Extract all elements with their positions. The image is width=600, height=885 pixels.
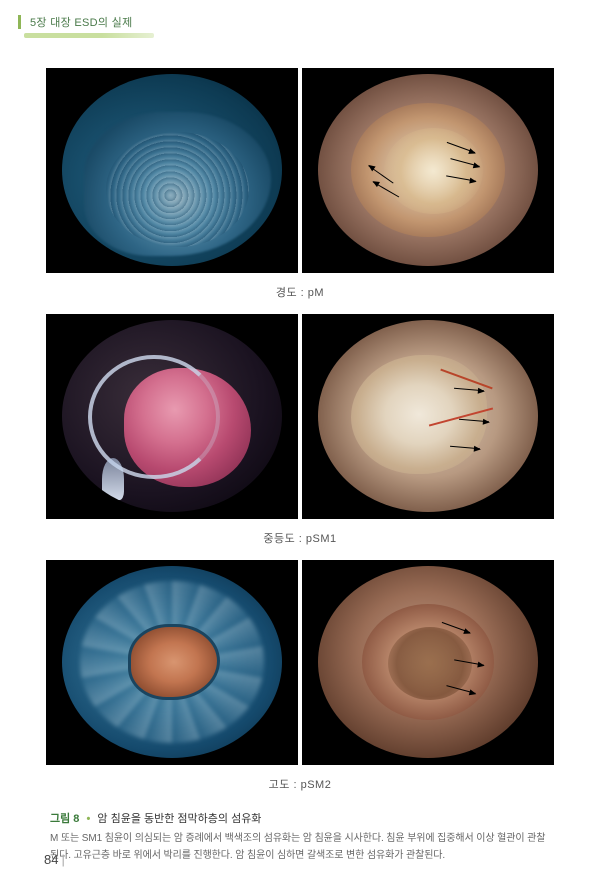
chapter-header: 5장 대장 ESD의 실제: [0, 0, 600, 44]
endoscopy-image-1-left: [46, 68, 298, 273]
endoscopy-image-1-right: [302, 68, 554, 273]
endoscopy-image-2-right: [302, 314, 554, 519]
image-row-1: [46, 68, 554, 273]
image-row-3: [46, 560, 554, 765]
figure-label: 그림 8: [50, 813, 79, 825]
row-caption-3: 고도 : pSM2: [46, 776, 554, 792]
figure-title-text: 암 침윤을 동반한 점막하층의 섬유화: [97, 813, 261, 825]
header-underline: [24, 33, 154, 38]
endoscopy-image-3-right: [302, 560, 554, 765]
page-content: 경도 : pM 중등도 : pSM1: [0, 44, 600, 864]
page-number-bar: |: [61, 852, 64, 867]
page-number-value: 84: [44, 852, 58, 867]
row-caption-1: 경도 : pM: [46, 284, 554, 300]
endoscopy-image-2-left: [46, 314, 298, 519]
page-number: 84|: [44, 852, 65, 867]
figure-description: M 또는 SM1 침윤이 의심되는 암 증례에서 백색조의 섬유화는 암 침윤을…: [50, 831, 550, 864]
endoscopy-image-grid: 경도 : pM 중등도 : pSM1: [46, 68, 554, 800]
row-caption-2: 중등도 : pSM1: [46, 530, 554, 546]
chapter-label: 5장 대장 ESD의 실제: [30, 14, 600, 30]
header-accent-bar: [18, 15, 21, 29]
image-row-2: [46, 314, 554, 519]
figure-bullet: •: [86, 813, 90, 825]
figure-title-line: 그림 8 • 암 침윤을 동반한 점막하층의 섬유화: [50, 810, 550, 826]
figure-caption-block: 그림 8 • 암 침윤을 동반한 점막하층의 섬유화 M 또는 SM1 침윤이 …: [46, 810, 554, 864]
endoscopy-image-3-left: [46, 560, 298, 765]
